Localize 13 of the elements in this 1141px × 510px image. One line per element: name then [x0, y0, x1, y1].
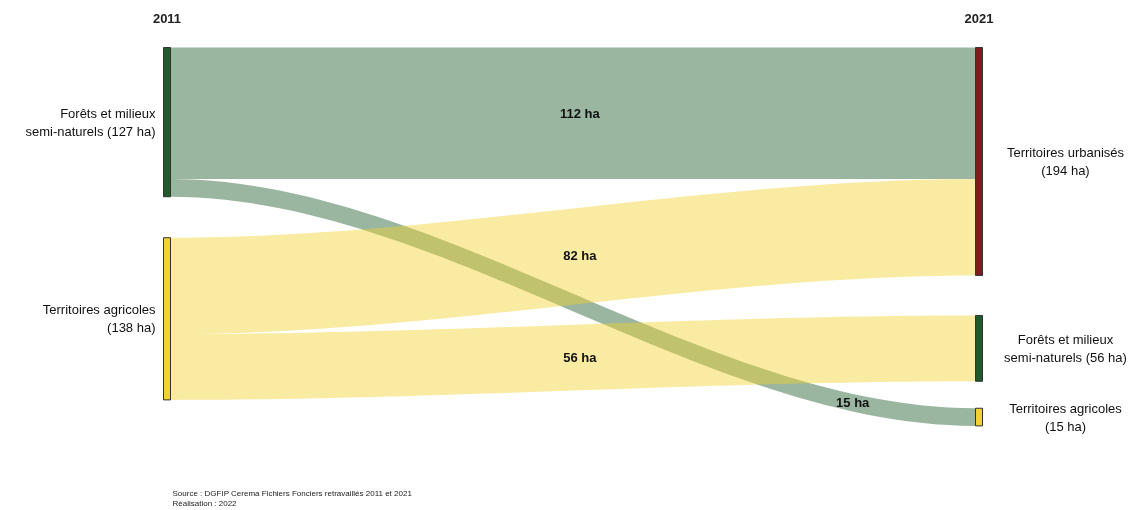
category-label: Territoires urbanisés (194 ha) [1006, 144, 1125, 178]
data-label: 56 ha [563, 349, 598, 365]
source-note: Source : DGFIP Cerema Fichiers Fonciers retravaillés 2011 et 2021 [172, 489, 413, 498]
data-label: 112 ha [559, 105, 601, 121]
category-label: Territoires agricoles (15 ha) [1009, 400, 1123, 434]
data-label: 82 ha [563, 248, 598, 264]
data-label: 15 ha [836, 395, 871, 411]
category-label: Forêts et milieux semi-naturels (56 ha) [1004, 331, 1127, 365]
text: 2011 [152, 11, 182, 26]
series-label: Territoires agricoles (138 ha) [42, 302, 156, 336]
series-label: Forêts et milieux semi-naturels (127 ha) [25, 105, 156, 139]
text: Réalisation : 2022 [172, 499, 238, 508]
text: 2021 [964, 11, 994, 26]
